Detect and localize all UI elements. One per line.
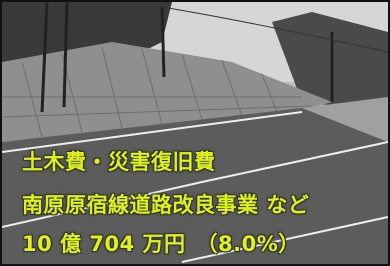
road-photo [2,2,388,264]
caption-line: 10 億 704 万円 （8.0%） [22,228,300,258]
photo-frame: 土木費・災害復旧費 南原原宿線道路改良事業 など 10 億 704 万円 （8.… [0,0,390,266]
caption-line: 南原原宿線道路改良事業 など [22,189,309,219]
caption-line: 土木費・災害復旧費 [22,146,216,176]
